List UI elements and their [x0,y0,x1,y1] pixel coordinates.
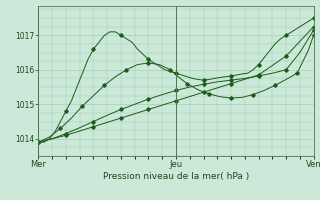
X-axis label: Pression niveau de la mer( hPa ): Pression niveau de la mer( hPa ) [103,172,249,181]
